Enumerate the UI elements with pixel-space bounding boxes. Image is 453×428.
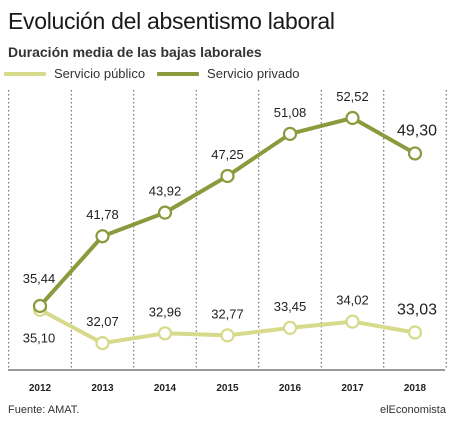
x-tick-label: 2017 [341,383,364,394]
x-tick-label: 2013 [91,383,114,394]
data-point-publico [95,335,110,351]
data-point-privado [220,168,235,184]
chart-title: Evolución del absentismo laboral [8,8,335,34]
data-point-privado [95,229,110,244]
data-label-publico: 32,77 [211,306,244,321]
data-point-privado [32,298,48,314]
data-point-publico [345,314,360,329]
data-point-privado [345,110,360,126]
x-tick-label: 2015 [216,383,239,394]
chart-subtitle: Duración media de las bajas laborales [8,44,262,60]
data-point-privado [157,205,173,220]
legend-swatch-publico [4,71,46,76]
x-tick-label: 2012 [29,383,52,394]
data-point-privado [407,146,423,161]
data-point-publico [220,328,235,343]
legend: Servicio público Servicio privado [4,66,312,81]
legend-label-privado: Servicio privado [207,66,300,81]
data-label-publico: 32,07 [86,314,119,329]
brand-logo: elEconomista [379,404,446,416]
data-label-publico: 33,03 [397,302,437,319]
data-label-privado: 51,08 [274,105,307,120]
data-point-publico [407,325,423,340]
data-point-publico [282,320,298,336]
legend-item-publico: Servicio público [4,66,145,81]
data-label-publico: 33,45 [274,299,307,314]
data-point-privado [282,126,298,141]
source-note: Fuente: AMAT. [8,404,80,416]
legend-item-privado: Servicio privado [157,66,300,81]
data-label-privado: 41,78 [86,207,119,222]
data-label-privado: 47,25 [211,147,244,162]
data-label-publico: 35,10 [23,331,56,346]
data-label-publico: 32,96 [149,304,182,319]
data-label-privado: 43,92 [149,184,182,199]
legend-swatch-privado [157,71,200,76]
data-label-privado: 49,30 [397,122,437,139]
x-tick-label: 2016 [279,383,302,394]
data-point-publico [157,326,173,341]
data-label-privado: 35,44 [23,271,56,286]
x-tick-label: 2018 [404,383,427,394]
data-label-publico: 34,02 [336,293,369,308]
x-tick-label: 2014 [154,383,177,394]
data-label-privado: 52,52 [336,89,369,104]
legend-label-publico: Servicio público [54,66,146,81]
